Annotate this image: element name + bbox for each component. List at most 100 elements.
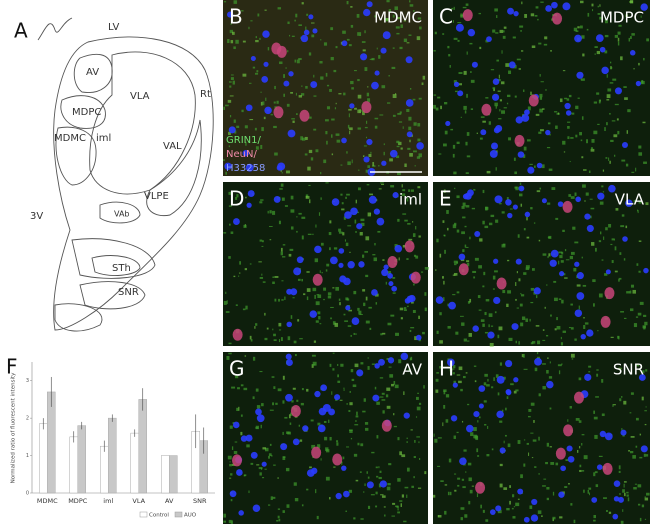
texture [609,61,612,64]
texture [498,74,500,79]
texture [278,518,281,522]
texture [277,508,281,510]
texture [354,107,357,110]
texture [365,320,370,324]
nucleus [405,56,413,64]
texture [273,101,276,104]
nucleus [347,260,355,269]
texture [451,368,455,370]
texture [401,454,406,458]
texture [383,151,385,156]
texture [479,46,482,50]
texture [304,136,308,140]
texture [644,497,649,501]
texture [423,385,425,389]
texture [228,205,232,207]
texture [396,32,400,35]
texture [523,368,528,370]
texture [281,299,284,301]
nucleus [640,445,648,453]
nucleus [394,244,403,253]
texture [285,67,287,69]
texture [312,233,314,236]
texture [585,192,589,196]
texture [262,101,265,106]
texture [454,90,458,93]
texture [226,355,230,360]
texture [612,404,614,407]
texture [260,424,262,429]
texture [480,116,485,118]
texture [579,446,581,449]
texture [305,195,310,199]
texture [456,431,459,434]
texture [577,97,580,99]
texture [570,327,574,330]
texture [598,455,603,458]
outline [37,17,73,41]
nucleus [513,11,519,17]
texture [295,354,297,357]
texture [633,68,635,70]
texture [618,277,622,280]
texture [271,376,275,378]
texture [624,492,626,497]
texture [437,514,442,518]
texture [366,184,370,186]
nucleus [595,34,604,42]
texture [533,420,535,423]
texture [499,483,503,488]
texture [344,320,349,322]
texture [439,312,442,316]
nucleus [296,256,304,264]
texture [474,257,479,261]
nucleus [531,498,538,506]
texture [388,366,392,368]
texture [332,352,335,354]
texture [593,416,598,420]
texture [306,488,309,491]
texture [282,456,286,461]
texture [388,9,392,12]
nucleus [286,359,293,367]
texture [560,260,564,263]
texture [372,162,375,166]
nucleus [580,333,586,340]
image-background [433,0,650,176]
texture [591,242,595,246]
nucleus [473,410,480,418]
texture [453,435,456,439]
texture [574,338,577,341]
texture [350,80,354,85]
nucleus [371,81,379,90]
texture [223,300,227,305]
texture [301,388,304,391]
texture [384,514,386,517]
texture [448,54,451,57]
nucleus [492,78,500,85]
texture [254,72,259,75]
texture [619,398,622,402]
texture [310,157,314,161]
texture [556,317,558,321]
texture [355,420,357,422]
texture [561,363,563,365]
texture [639,433,642,436]
texture [646,38,650,42]
texture [601,185,604,188]
texture [344,239,347,242]
texture [583,317,585,319]
texture [609,160,611,164]
texture [276,519,279,522]
texture [510,383,514,386]
texture [637,484,642,488]
texture [541,164,545,169]
texture [570,503,573,506]
texture [440,105,442,110]
texture [320,458,322,461]
nucleus [549,259,557,267]
texture [348,113,350,118]
texture [242,40,246,43]
texture [350,24,354,28]
region-label: VLA [130,91,150,102]
